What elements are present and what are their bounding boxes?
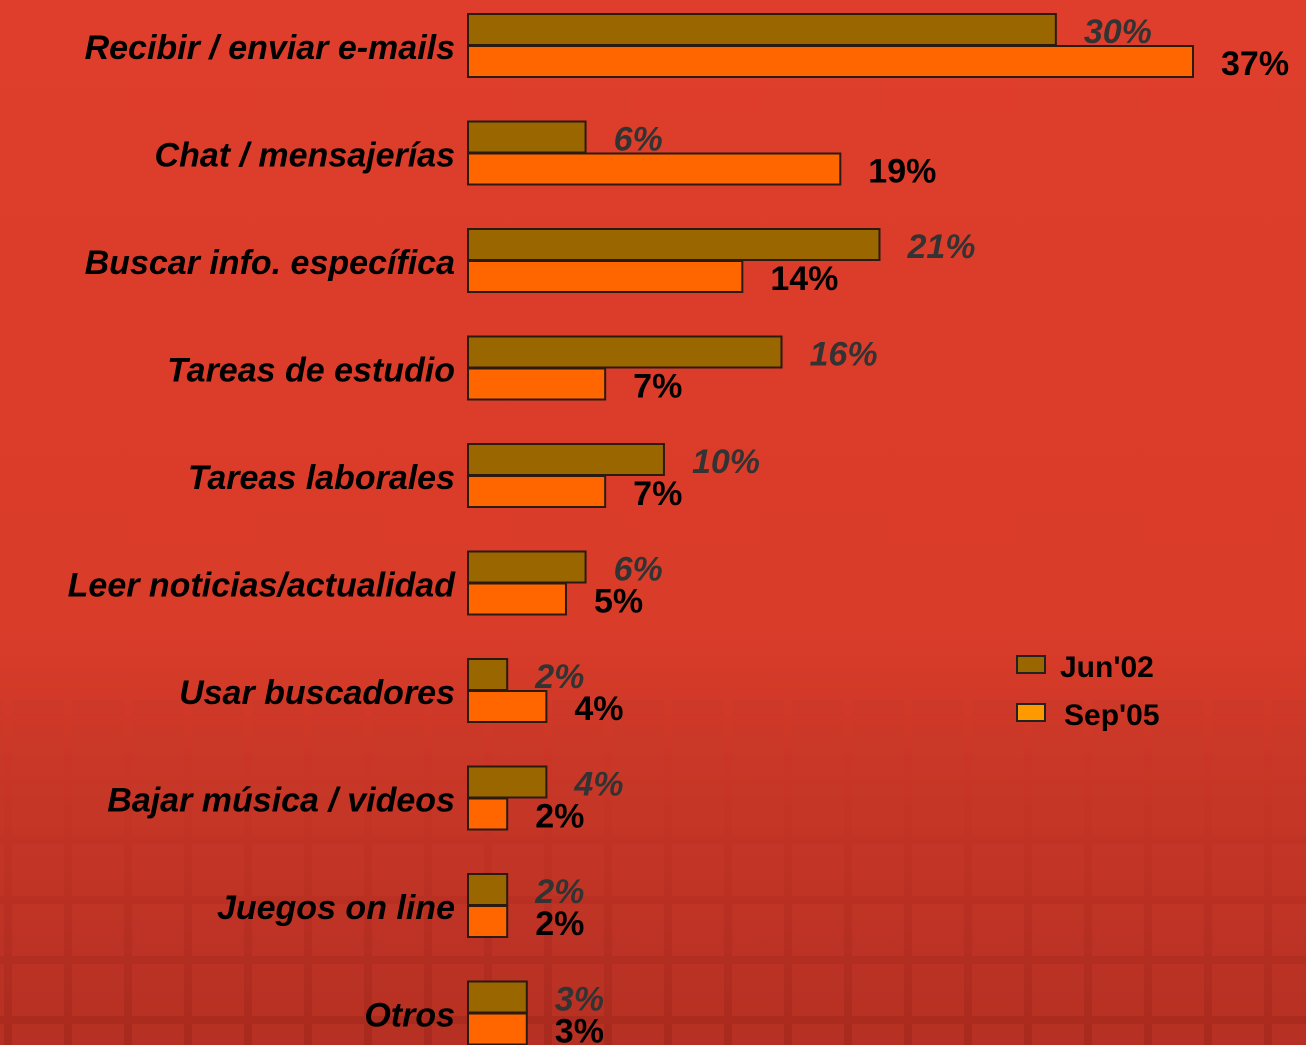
value-label: 4% — [574, 690, 623, 728]
category-label: Otros — [364, 996, 455, 1034]
bar — [467, 443, 665, 476]
bar — [467, 658, 509, 691]
bar — [467, 873, 509, 906]
value-label: 14% — [770, 260, 838, 298]
category-label: Recibir / enviar e-mails — [85, 29, 455, 67]
value-label: 2% — [534, 873, 584, 911]
value-label: 6% — [614, 550, 663, 588]
category-label: Usar buscadores — [179, 674, 455, 712]
category-label: Leer noticias/actualidad — [68, 566, 457, 604]
value-label: 3% — [555, 1012, 604, 1045]
category-label: Tareas de estudio — [167, 351, 455, 389]
bar — [467, 905, 509, 938]
value-label: 6% — [614, 120, 663, 158]
bar — [467, 690, 548, 723]
value-label: 2% — [535, 797, 584, 835]
legend-label: Sep'05 — [1064, 699, 1160, 732]
value-label: 5% — [594, 582, 643, 620]
bar — [467, 797, 509, 831]
bar — [467, 228, 881, 261]
value-label: 7% — [633, 475, 682, 513]
value-label: 7% — [633, 367, 682, 405]
value-label: 10% — [692, 443, 760, 481]
background-pattern — [0, 700, 1306, 1045]
value-label: 16% — [810, 335, 878, 373]
bar — [467, 765, 548, 799]
category-label: Tareas laborales — [188, 459, 455, 497]
legend-label: Jun'02 — [1060, 651, 1154, 684]
bar — [467, 13, 1057, 46]
bar — [467, 45, 1194, 78]
legend-swatch — [1016, 655, 1046, 674]
value-label: 4% — [573, 765, 623, 803]
category-label: Bajar música / videos — [107, 781, 455, 819]
bar — [467, 582, 567, 616]
value-label: 37% — [1221, 45, 1289, 83]
value-label: 21% — [906, 228, 975, 266]
value-label: 2% — [534, 658, 584, 696]
bar — [467, 475, 607, 508]
bar — [467, 120, 587, 154]
value-label: 3% — [555, 980, 604, 1018]
bar — [467, 980, 528, 1014]
bar — [467, 152, 842, 186]
category-label: Juegos on line — [217, 889, 455, 927]
value-label: 2% — [535, 905, 584, 943]
category-label: Chat / mensajerías — [155, 136, 455, 174]
value-label: 30% — [1084, 13, 1152, 51]
legend-swatch — [1016, 703, 1046, 722]
bar — [467, 367, 607, 401]
category-label: Buscar info. específica — [85, 244, 455, 282]
value-label: 19% — [868, 152, 936, 190]
bar — [467, 550, 587, 584]
bar — [467, 1012, 528, 1045]
bar — [467, 260, 744, 293]
bar — [467, 335, 783, 369]
